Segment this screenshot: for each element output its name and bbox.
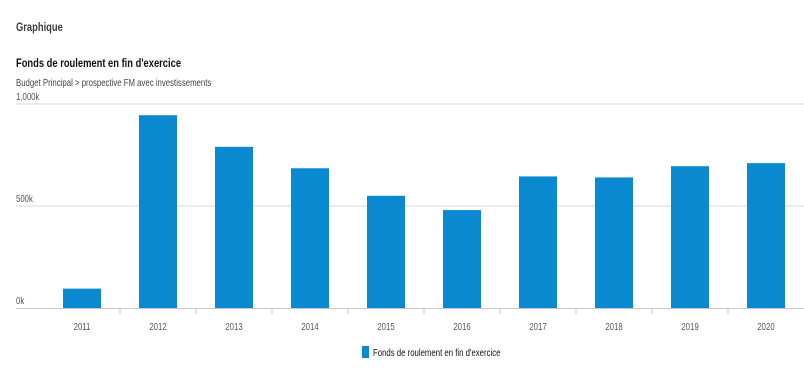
x-tick-label: 2013 [225,321,242,332]
x-axis: 2011 2012 2013 2014 2015 2016 2017 2018 2019 2020 [16,308,804,332]
y-axis-ticks: 0k 500k 1,000k [16,91,40,306]
legend: Fonds de roulement en fin d'exercice [362,346,500,358]
bar[interactable] [367,195,405,308]
legend-swatch [362,346,369,358]
bar[interactable] [63,288,101,308]
bar[interactable] [519,176,557,308]
x-tick-label: 2020 [757,321,774,332]
bar[interactable] [595,177,633,308]
bar[interactable] [747,163,785,308]
bar[interactable] [139,115,177,308]
x-tick-label: 2015 [377,321,394,332]
x-tick-label: 2019 [681,321,698,332]
bars [63,115,785,308]
x-tick-label: 2014 [301,321,318,332]
chart-subtitle: Budget Principal > prospective FM avec i… [16,78,212,89]
y-tick-label: 500k [16,193,33,204]
legend-label[interactable]: Fonds de roulement en fin d'exercice [373,347,500,358]
x-tick-label: 2011 [74,321,91,332]
x-tick-label: 2017 [529,321,546,332]
x-tick-label: 2016 [453,321,470,332]
bar[interactable] [671,166,709,308]
section-title: Graphique [16,20,63,34]
bar[interactable] [291,168,329,308]
bar[interactable] [443,210,481,308]
y-tick-label: 1,000k [16,91,40,102]
y-tick-label: 0k [16,295,25,306]
chart-title: Fonds de roulement en fin d'exercice [16,56,182,70]
x-tick-label: 2018 [605,321,622,332]
bar[interactable] [215,146,253,308]
x-tick-label: 2012 [149,321,166,332]
